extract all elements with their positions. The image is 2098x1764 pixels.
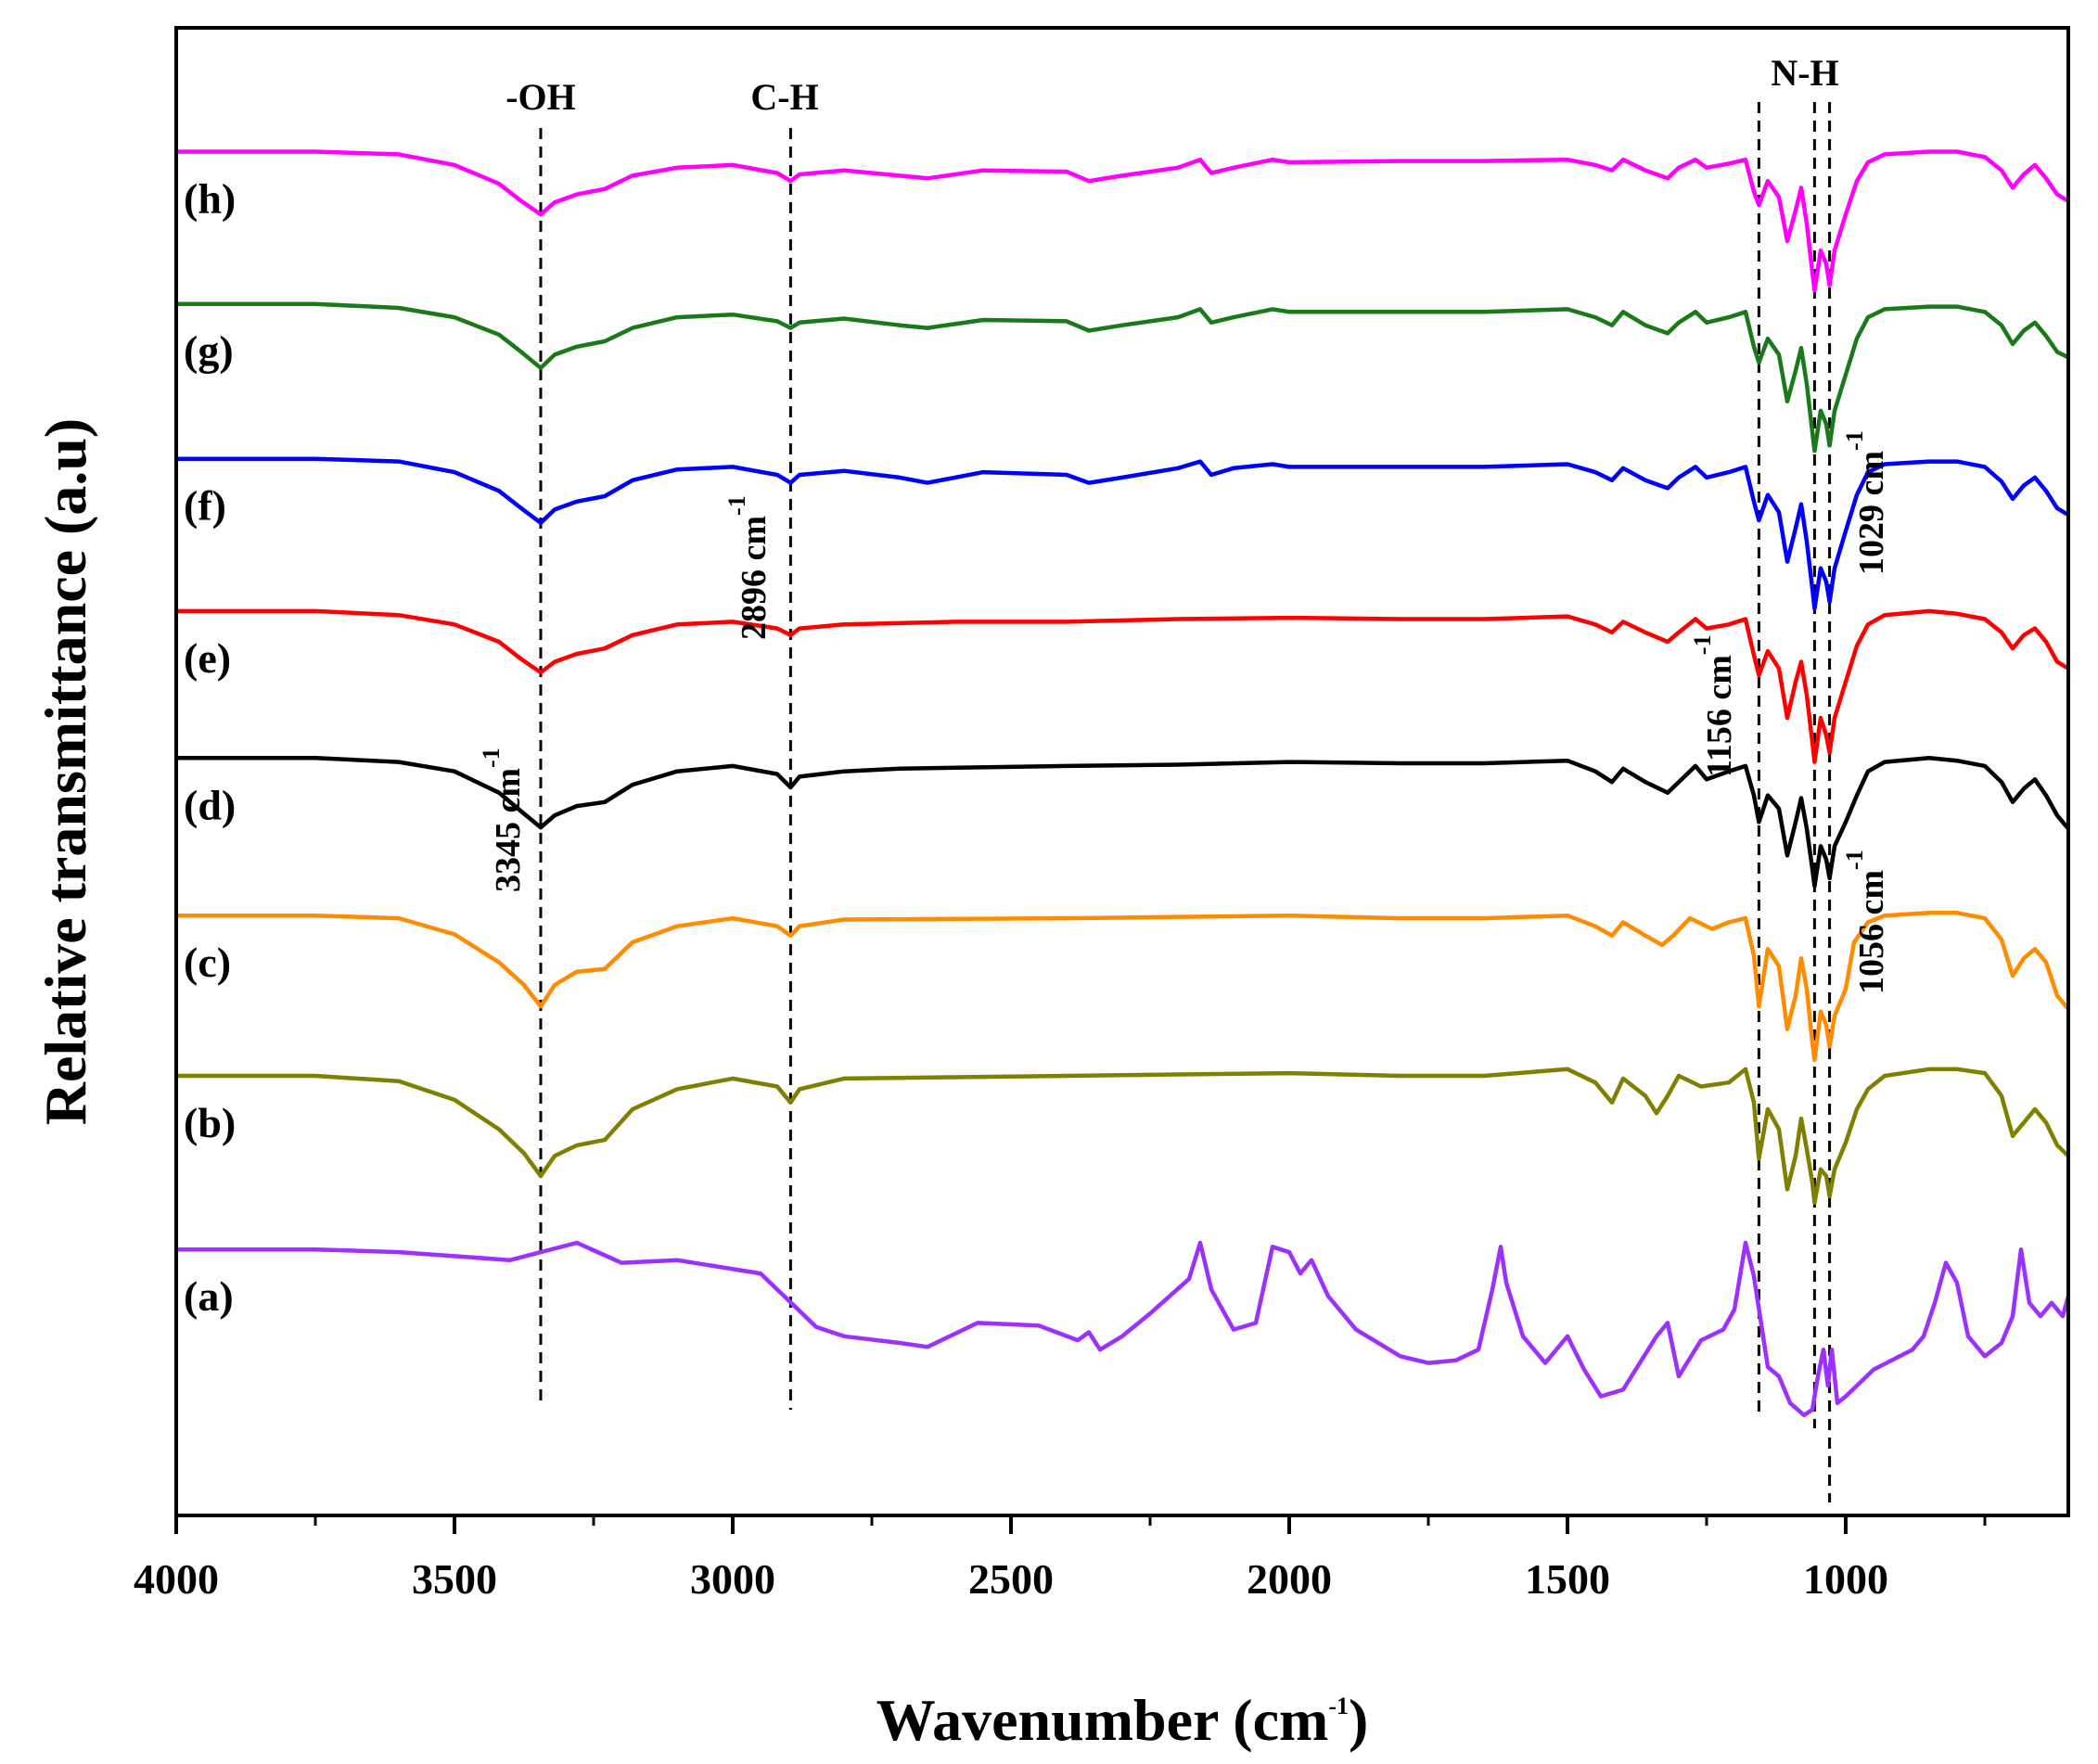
x-tick-label-3000: 3000 bbox=[690, 1555, 775, 1603]
peak-label-text: 1056 cm bbox=[1852, 870, 1891, 994]
series-label-f: (f) bbox=[184, 482, 226, 530]
peak-label-sup: -1 bbox=[1841, 430, 1868, 451]
x-tick-label-3500: 3500 bbox=[412, 1555, 497, 1603]
peak-label-text: 3345 cm bbox=[489, 768, 528, 892]
spectrum-line-f bbox=[176, 456, 2070, 611]
series-label-e: (e) bbox=[184, 634, 231, 682]
peak-label-1056: 1056 cm-1 bbox=[1841, 850, 1891, 994]
band-label-ch: C-H bbox=[750, 76, 818, 118]
peak-label-1156: 1156 cm-1 bbox=[1689, 634, 1739, 777]
peak-label-sup: -1 bbox=[1841, 850, 1868, 870]
spectrum-line-e bbox=[176, 608, 2070, 764]
peak-label-text: 1029 cm bbox=[1852, 451, 1891, 575]
peak-label-text: 2896 cm bbox=[735, 516, 774, 640]
peak-label-2896: 2896 cm-1 bbox=[723, 495, 774, 640]
x-axis-ticks: 4000 3500 3000 2500 2000 1500 1000 bbox=[134, 1515, 1987, 1603]
series-label-h: (h) bbox=[184, 175, 236, 223]
band-label-oh: -OH bbox=[505, 76, 576, 118]
spectrum-line-c bbox=[176, 911, 2070, 1062]
peak-label-sup: -1 bbox=[1689, 634, 1716, 655]
peak-label-3345: 3345 cm-1 bbox=[478, 748, 528, 892]
spectrum-line-g bbox=[176, 301, 2069, 454]
spectra bbox=[176, 149, 2071, 1418]
peak-label-text: 1156 cm bbox=[1700, 655, 1739, 777]
series-label-b: (b) bbox=[184, 1099, 236, 1146]
x-tick-label-1000: 1000 bbox=[1803, 1555, 1888, 1603]
x-tick-label-2000: 2000 bbox=[1247, 1555, 1332, 1603]
plot-frame bbox=[174, 26, 2070, 1517]
peak-label-sup: -1 bbox=[478, 748, 505, 768]
series-label-g: (g) bbox=[184, 327, 234, 375]
x-tick-label-2500: 2500 bbox=[968, 1555, 1054, 1603]
x-axis-title: Wavenumber (cm-1) bbox=[876, 1687, 1369, 1753]
reference-lines bbox=[539, 102, 1832, 1502]
spectrum-line-d bbox=[176, 756, 2070, 888]
spectrum-line-b bbox=[176, 1067, 2070, 1206]
band-label-nh: N-H bbox=[1771, 52, 1838, 94]
x-tick-label-4000: 4000 bbox=[134, 1555, 219, 1603]
axes bbox=[174, 26, 2070, 1517]
band-labels: -OH C-H N-H bbox=[505, 52, 1838, 118]
series-label-a: (a) bbox=[184, 1272, 234, 1320]
peak-label-sup: -1 bbox=[723, 495, 750, 516]
spectrum-line-a bbox=[176, 1240, 2071, 1418]
series-label-c: (c) bbox=[184, 939, 231, 986]
x-tick-label-1500: 1500 bbox=[1525, 1555, 1610, 1603]
peak-label-1029: 1029 cm-1 bbox=[1841, 430, 1891, 575]
series-label-d: (d) bbox=[184, 781, 236, 828]
y-axis-title: Relative transmittance (a.u) bbox=[32, 418, 98, 1125]
spectrum-line-h bbox=[176, 149, 2070, 293]
series-labels: (a) (b) (c) (d) (e) (f) (g) (h) bbox=[184, 175, 236, 1321]
